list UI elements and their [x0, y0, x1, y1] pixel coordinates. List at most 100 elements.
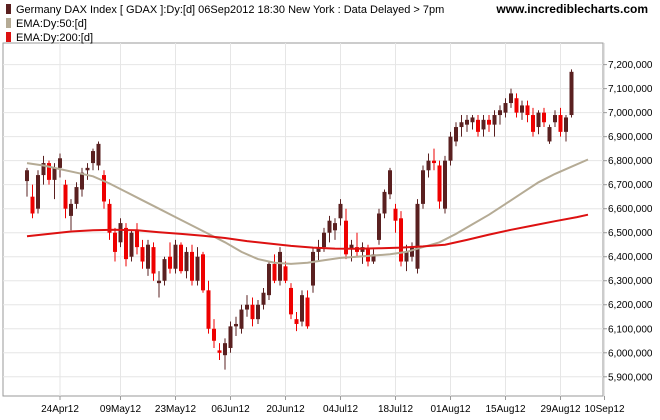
- candle-body: [58, 158, 62, 168]
- candle: [96, 141, 101, 171]
- ema-lines: [26, 158, 589, 265]
- x-tick-label: 24Apr12: [41, 404, 79, 415]
- candle: [382, 189, 387, 219]
- candle-body: [492, 115, 497, 125]
- candle-body: [52, 167, 57, 180]
- candle: [536, 110, 541, 135]
- candle: [289, 283, 293, 320]
- x-tick-label: 01Aug12: [430, 404, 470, 415]
- candle-body: [168, 256, 172, 269]
- candle: [509, 88, 513, 108]
- candle: [498, 105, 502, 125]
- x-tick-label: 18Jul12: [378, 404, 413, 415]
- candle-body: [443, 160, 447, 209]
- candle: [223, 338, 227, 370]
- legend: Germany DAX Index [ GDAX ]:Dy:[d] 06Sep2…: [6, 4, 444, 44]
- y-tick-label: 6,000,000: [608, 348, 653, 359]
- candle-body: [393, 208, 398, 221]
- candle: [300, 290, 304, 327]
- candle: [432, 148, 436, 171]
- legend-swatch-price: [6, 4, 11, 14]
- y-tick-label: 7,200,000: [608, 60, 653, 71]
- candle-body: [426, 160, 431, 171]
- candle-body: [481, 119, 486, 130]
- candle-body: [30, 196, 35, 214]
- candle-body: [327, 220, 332, 233]
- candle-body: [525, 105, 530, 116]
- candle: [135, 223, 139, 255]
- candle: [129, 230, 134, 262]
- candle: [63, 179, 68, 219]
- x-tick-label: 15Aug12: [485, 404, 525, 415]
- candle: [118, 218, 123, 248]
- candle-body: [140, 247, 145, 262]
- candle-body: [547, 127, 552, 142]
- candle-body: [305, 297, 310, 327]
- candle: [415, 199, 420, 274]
- candle-body: [569, 71, 574, 116]
- candle: [74, 182, 79, 209]
- candle: [465, 115, 469, 132]
- candle-body: [289, 287, 293, 315]
- candle: [173, 239, 178, 274]
- candle-body: [179, 244, 183, 272]
- candle: [393, 203, 398, 233]
- candle: [311, 247, 315, 293]
- y-tick-label: 6,300,000: [608, 276, 653, 287]
- candle: [344, 208, 348, 260]
- candle-body: [91, 151, 95, 164]
- candle-body: [503, 103, 508, 113]
- y-tick-label: 5,900,000: [608, 372, 653, 383]
- candle: [553, 110, 557, 128]
- candle-body: [201, 254, 205, 291]
- candle: [459, 115, 464, 137]
- candle: [52, 163, 57, 200]
- candle-body: [217, 350, 222, 353]
- candle: [107, 199, 112, 240]
- candle: [69, 199, 73, 231]
- candle: [476, 115, 480, 137]
- candle-body: [129, 232, 134, 257]
- candle: [151, 242, 156, 281]
- candle-body: [459, 122, 464, 128]
- candle-body: [102, 175, 106, 202]
- candle: [36, 170, 40, 214]
- y-tick-label: 6,600,000: [608, 204, 653, 215]
- candle-body: [415, 203, 420, 269]
- candle: [338, 199, 343, 226]
- candle-body: [333, 223, 337, 231]
- y-tick-label: 6,200,000: [608, 300, 653, 311]
- x-tick-label: 10Sep12: [584, 404, 624, 415]
- candle-body: [448, 136, 453, 161]
- candle: [448, 131, 453, 166]
- candle-body: [382, 191, 387, 214]
- candle-body: [223, 343, 227, 356]
- candle: [80, 167, 84, 197]
- website-link[interactable]: www.incrediblecharts.com: [495, 2, 648, 16]
- plot-area-border: [2, 42, 604, 397]
- candle-body: [256, 304, 260, 320]
- candle: [371, 249, 376, 264]
- candle-body: [267, 263, 271, 296]
- legend-label-price: Germany DAX Index [ GDAX ]:Dy:[d] 06Sep2…: [16, 4, 444, 16]
- x-tick-label: 20Jun12: [266, 404, 305, 415]
- candle: [294, 311, 299, 332]
- candle: [256, 299, 260, 324]
- candle-body: [454, 127, 458, 142]
- x-tick-label: 09May12: [100, 404, 142, 415]
- candle-body: [399, 218, 403, 262]
- candle-body: [63, 184, 68, 209]
- candle-body: [261, 292, 266, 305]
- candle-body: [470, 117, 475, 123]
- candle-body: [272, 263, 277, 281]
- candle-body: [239, 309, 244, 329]
- ema50-line: [26, 158, 589, 265]
- y-tick-label: 7,000,000: [608, 108, 653, 119]
- x-tick-label: 29Aug12: [540, 404, 580, 415]
- candle: [91, 148, 95, 171]
- candle: [85, 163, 90, 180]
- candle-body: [113, 232, 117, 252]
- candle-body: [558, 115, 563, 132]
- candle-body: [107, 203, 112, 233]
- candle-body: [465, 119, 469, 125]
